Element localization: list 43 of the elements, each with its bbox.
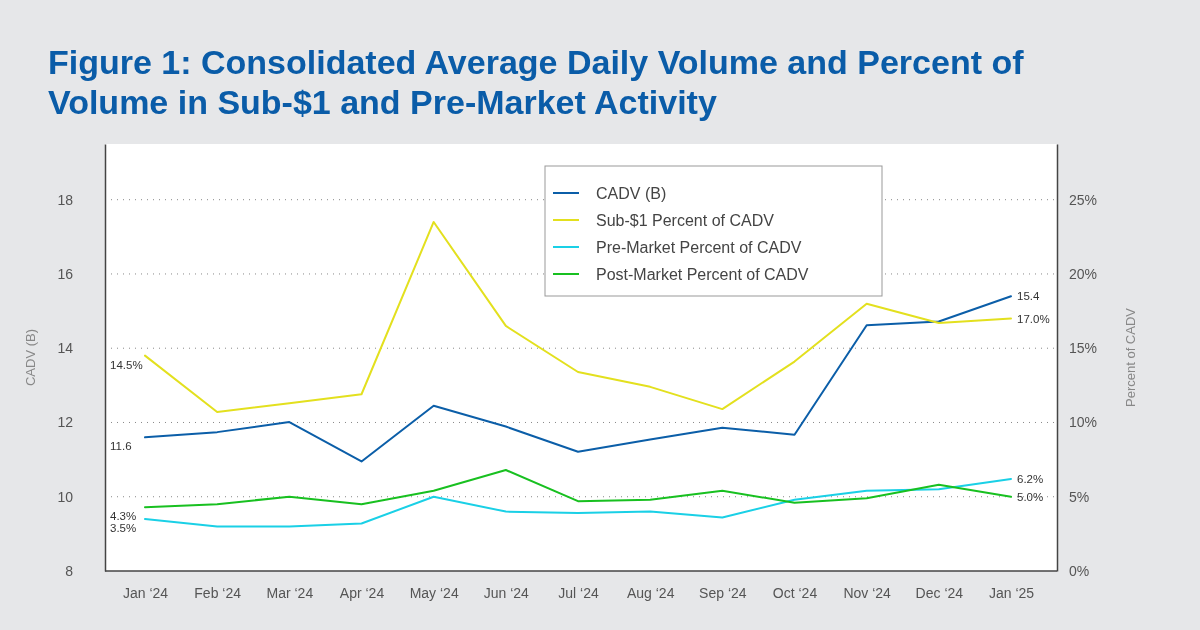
y2-tick-label: 20%	[1069, 265, 1098, 282]
line-series	[144, 295, 1012, 463]
legend-label: Pre-Market Percent of CADV	[596, 239, 802, 256]
legend-label: Post-Market Percent of CADV	[596, 266, 809, 283]
y2-tick-label: 25%	[1069, 191, 1098, 208]
y-tick-label: 18	[57, 191, 74, 208]
x-tick-label: Feb ‘24	[194, 585, 242, 602]
x-tick-label: Nov ‘24	[843, 585, 892, 602]
x-tick-label: Jan ‘24	[122, 585, 169, 602]
y-tick-label: 10	[57, 488, 74, 505]
x-tick-label: Dec ‘24	[915, 585, 964, 602]
data-label: 5.0%	[1017, 490, 1044, 503]
x-tick-label: Jun ‘24	[483, 585, 530, 602]
data-label: 11.6	[110, 440, 132, 453]
x-tick-label: Aug ‘24	[626, 585, 675, 602]
data-label: 6.2%	[1017, 472, 1044, 485]
y2-axis-title: Percent of CADV	[1123, 307, 1138, 407]
x-tick-label: Oct ‘24	[772, 585, 818, 602]
line-series	[144, 469, 1012, 509]
y2-tick-label: 5%	[1069, 488, 1090, 505]
x-tick-label: Sep ‘24	[699, 585, 747, 602]
chart-title: Figure 1: Consolidated Average Daily Volume and Percent of Volume in Sub-$1 and Pre-Market Activity	[48, 43, 1025, 121]
legend-label: CADV (B)	[596, 185, 667, 202]
y-tick-label: 12	[57, 414, 74, 431]
legend-label: Sub-$1 Percent of CADV	[596, 212, 775, 229]
x-tick-label: Jan ‘25	[988, 585, 1035, 602]
y2-tick-label: 10%	[1069, 414, 1098, 431]
y-axis-title: CADV (B)	[23, 328, 38, 387]
data-label: 15.4	[1017, 290, 1040, 303]
data-label: 4.3%	[110, 510, 137, 523]
x-tick-label: May ‘24	[409, 585, 459, 602]
data-label: 3.5%	[110, 522, 137, 535]
y-tick-label: 14	[57, 340, 74, 357]
data-label: 17.0%	[1017, 312, 1050, 325]
y2-tick-label: 15%	[1069, 340, 1098, 357]
data-label: 14.5%	[110, 358, 143, 371]
x-tick-label: Jul ‘24	[558, 585, 599, 602]
x-tick-label: Apr ‘24	[339, 585, 385, 602]
y2-tick-label: 0%	[1069, 562, 1090, 579]
y-tick-label: 8	[65, 562, 74, 579]
x-tick-label: Mar ‘24	[266, 585, 314, 602]
line-series	[144, 477, 1012, 528]
y-tick-label: 16	[57, 265, 74, 282]
